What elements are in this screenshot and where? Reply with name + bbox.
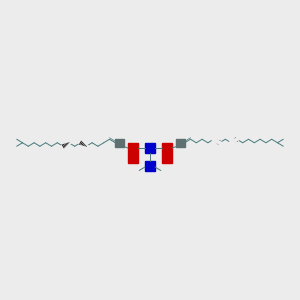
Polygon shape [231, 137, 238, 143]
Polygon shape [213, 139, 221, 145]
Bar [162, 153, 172, 163]
Bar [115, 139, 124, 147]
Bar [128, 143, 138, 153]
Bar [145, 143, 155, 153]
Bar [162, 143, 172, 153]
Bar [145, 161, 155, 171]
Bar [128, 153, 138, 163]
Bar [176, 139, 185, 147]
